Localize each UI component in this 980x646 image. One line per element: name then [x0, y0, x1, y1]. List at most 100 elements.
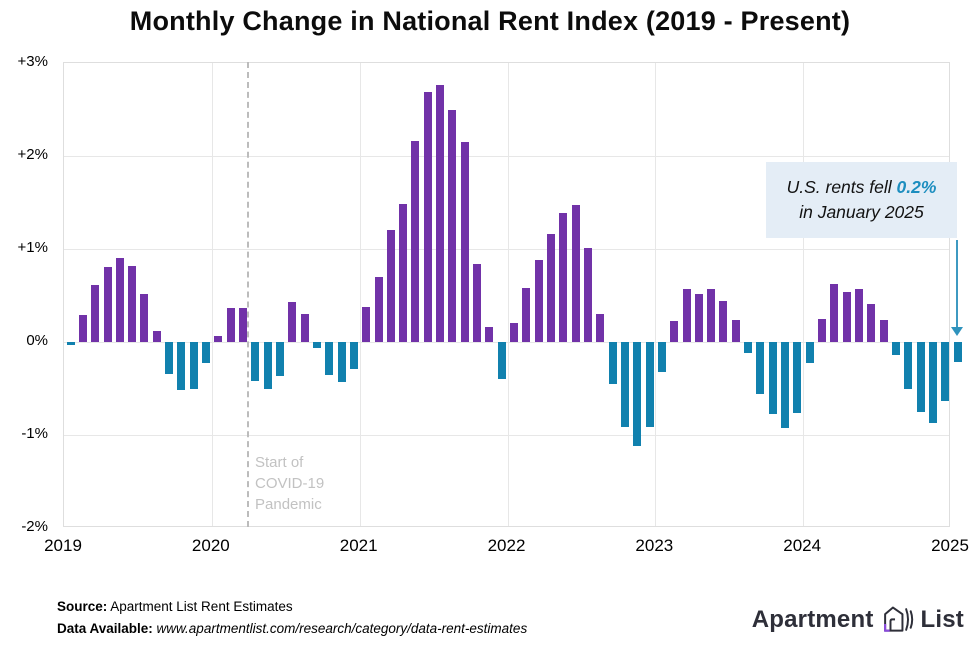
bar-2019-09: [165, 342, 174, 374]
x-axis-tick-label: 2021: [339, 536, 378, 555]
data-available-line: Data Available: www.apartmentlist.com/re…: [57, 621, 528, 636]
y-axis-tick-label: -1%: [21, 425, 48, 442]
bar-2024-02: [818, 318, 826, 343]
bar-2024-04: [842, 291, 851, 342]
bar-2022-07: [583, 248, 592, 342]
bar-2022-06: [571, 205, 580, 342]
gridline-vertical: [211, 63, 213, 526]
bar-2021-04: [399, 204, 408, 342]
x-axis-tick-label: 2025: [931, 536, 969, 555]
bar-2023-06: [719, 301, 728, 342]
bar-2019-08: [152, 330, 161, 342]
bar-2020-02: [226, 307, 235, 342]
annotation-callout: U.S. rents fell 0.2% in January 2025: [766, 162, 957, 238]
bar-2021-11: [485, 327, 494, 342]
y-axis-tick-label: +1%: [17, 239, 48, 256]
bar-2019-12: [202, 342, 210, 363]
bar-2019-04: [103, 266, 112, 342]
bar-2022-11: [633, 342, 642, 447]
bar-2023-05: [707, 289, 716, 342]
bar-2024-05: [854, 289, 863, 342]
bar-2021-10: [473, 263, 481, 342]
footer-source: Source: Apartment List Rent Estimates Da…: [57, 596, 527, 640]
bar-2023-01: [657, 342, 666, 372]
bar-2022-04: [547, 234, 555, 342]
house-icon: [881, 604, 914, 635]
bar-2019-11: [189, 342, 198, 390]
gridline-vertical: [507, 63, 509, 526]
bar-2024-10: [916, 342, 925, 412]
bar-2020-01: [214, 336, 223, 342]
y-axis-tick-label: +3%: [17, 53, 48, 70]
bar-2021-12: [497, 342, 506, 380]
bar-2022-01: [510, 322, 518, 342]
chart-title: Monthly Change in National Rent Index (2…: [129, 6, 851, 36]
bar-2019-02: [78, 315, 87, 342]
gridline-vertical: [803, 63, 805, 526]
y-axis-tick-label: +2%: [17, 146, 48, 163]
bar-2022-02: [522, 288, 531, 342]
bar-2021-06: [423, 91, 432, 342]
bar-2020-04: [251, 342, 260, 382]
bar-2021-02: [374, 276, 383, 342]
plot-area: [63, 62, 962, 527]
bar-2024-01: [805, 342, 814, 364]
bar-2020-03: [239, 307, 247, 342]
bar-2024-08: [891, 342, 900, 355]
bar-2024-03: [830, 284, 839, 342]
y-axis-tick-label: 0%: [26, 332, 48, 349]
logo-word-list: List: [920, 605, 964, 633]
annotation-line-1: U.S. rents fell 0.2%: [786, 177, 937, 197]
bar-2021-01: [362, 306, 371, 342]
annotation-highlight: 0.2%: [896, 177, 937, 197]
bar-2023-09: [756, 342, 765, 395]
bar-2019-03: [91, 285, 100, 342]
bar-2022-09: [608, 342, 617, 384]
bar-2020-09: [312, 342, 321, 348]
bar-2020-06: [275, 342, 284, 377]
logo-word-apartment: Apartment: [751, 605, 874, 633]
bar-2020-05: [263, 342, 272, 389]
bar-2019-05: [115, 258, 124, 342]
bar-2022-12: [645, 342, 654, 427]
bar-2021-05: [411, 141, 420, 342]
x-axis-tick-label: 2020: [191, 536, 230, 555]
bar-2020-08: [300, 314, 309, 342]
bar-2024-09: [904, 342, 913, 390]
bar-2023-07: [731, 319, 740, 342]
gridline-vertical: [359, 63, 361, 526]
bar-2020-11: [337, 342, 346, 382]
gridline-horizontal: [64, 156, 949, 157]
bar-2020-07: [288, 302, 297, 342]
gridline-horizontal: [64, 342, 949, 343]
gridline-horizontal: [64, 249, 949, 250]
bar-2024-12: [941, 342, 950, 401]
bar-2023-08: [744, 342, 753, 354]
bar-2023-11: [781, 342, 789, 428]
bar-2024-11: [928, 342, 937, 423]
gridline-vertical: [655, 63, 657, 526]
bar-2023-10: [768, 342, 777, 414]
bar-2024-06: [867, 303, 876, 342]
covid-label-line: COVID-19: [255, 475, 325, 492]
bar-2021-07: [436, 85, 445, 342]
covid-label-line: Start of: [255, 454, 304, 471]
bar-2019-10: [177, 342, 186, 391]
y-axis-tick-label: -2%: [21, 518, 48, 535]
annotation-line-2: in January 2025: [799, 202, 924, 222]
covid-start-dashed-line: [247, 62, 249, 527]
bar-2020-12: [349, 342, 358, 369]
covid-start-label: Start of COVID-19 Pandemic: [255, 452, 324, 515]
annotation-arrow-line: [956, 240, 958, 328]
annotation-arrow-head-icon: [951, 327, 963, 336]
x-axis-tick-label: 2023: [635, 536, 674, 555]
bar-2019-06: [128, 265, 137, 342]
covid-label-line: Pandemic: [255, 496, 322, 513]
bar-2021-03: [386, 230, 395, 342]
bar-2020-10: [325, 342, 334, 375]
bar-2022-08: [596, 314, 605, 342]
bar-2024-07: [879, 319, 888, 342]
bar-2023-04: [694, 293, 703, 342]
bar-2022-05: [559, 212, 568, 342]
